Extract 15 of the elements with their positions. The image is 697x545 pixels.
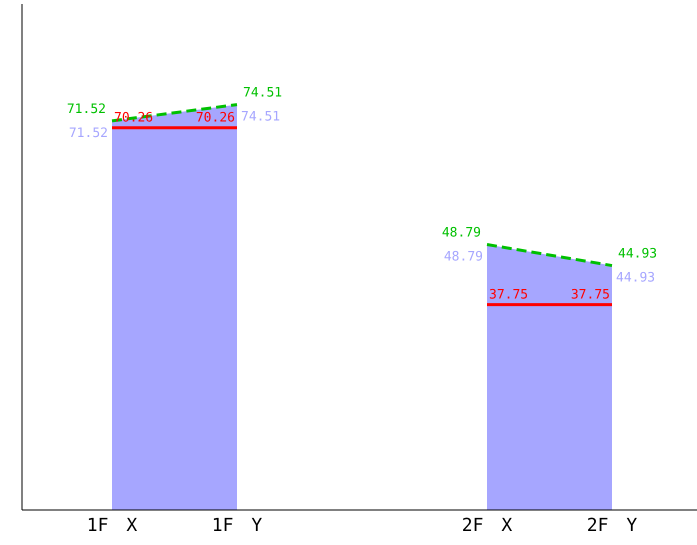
data-label: 48.79 [444,250,483,265]
x-tick-label: 2F Y [586,514,638,536]
x-tick-label: 1F Y [212,514,262,536]
data-label: 74.51 [241,110,280,125]
data-label: 37.75 [570,288,610,303]
data-label: 44.93 [616,270,656,286]
data-label: 71.52 [68,126,108,141]
data-label: 70.26 [196,110,235,126]
data-label: 48.79 [442,226,481,241]
data-label: 37.75 [489,288,528,303]
x-tick-label: 1F X [86,514,138,536]
x-tick-label: 2F X [462,514,512,536]
data-label: 71.52 [66,102,106,117]
data-label: 44.93 [618,246,658,262]
data-label: 74.51 [243,86,282,101]
